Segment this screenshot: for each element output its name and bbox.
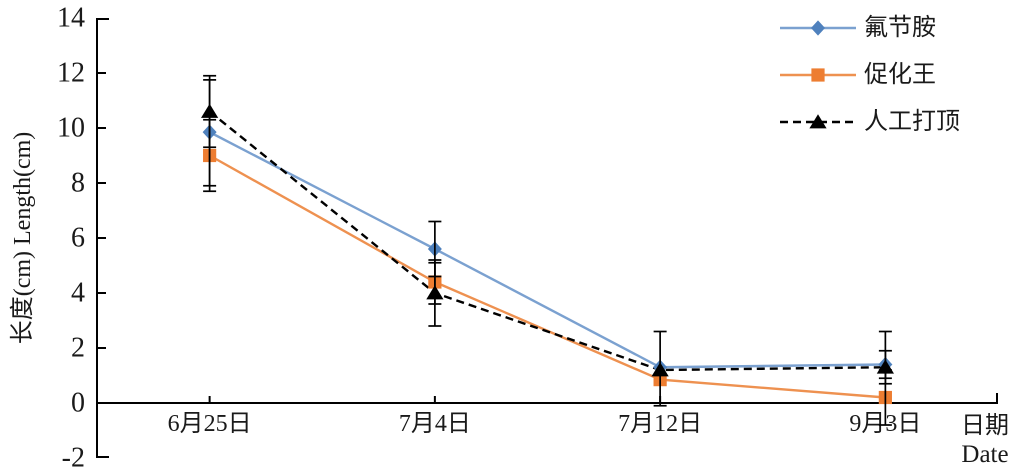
x-axis-title-cn: 日期 [961,413,1009,439]
legend-square-icon [811,68,825,82]
y-tick-label: 0 [71,388,85,419]
x-tick-label: 6月25日 [168,411,252,437]
legend-label: 人工打顶 [864,108,960,135]
legend-diamond-icon [811,20,825,36]
x-axis-title-en: Date [961,441,1008,468]
legend-item: 人工打顶 [780,108,960,135]
legend-item: 促化王 [780,61,936,88]
y-tick-label: 10 [57,113,85,144]
legend-label: 氟节胺 [864,14,936,41]
series-lines [208,110,886,399]
y-tick-label: 2 [71,333,85,364]
series-markers [201,103,894,405]
series-line-3 [208,110,886,372]
series-line-1 [209,131,886,369]
y-axis-title: 长度(cm) Length(cm) [9,132,36,345]
y-tick-label: -2 [62,443,85,471]
y-tick-label: 6 [71,223,85,254]
error-bars [203,74,892,426]
y-tick-label: 8 [71,168,85,199]
y-tick-label: 12 [57,58,85,89]
x-tick-label: 7月12日 [618,411,702,437]
y-tick-label: 14 [57,3,85,34]
legend-label: 促化王 [864,61,936,88]
legend-item: 氟节胺 [780,14,936,41]
x-tick-label: 7月4日 [399,411,471,437]
legend-triangle-icon [809,114,827,129]
y-tick-label: 4 [71,278,85,309]
series-line-2 [209,154,886,399]
